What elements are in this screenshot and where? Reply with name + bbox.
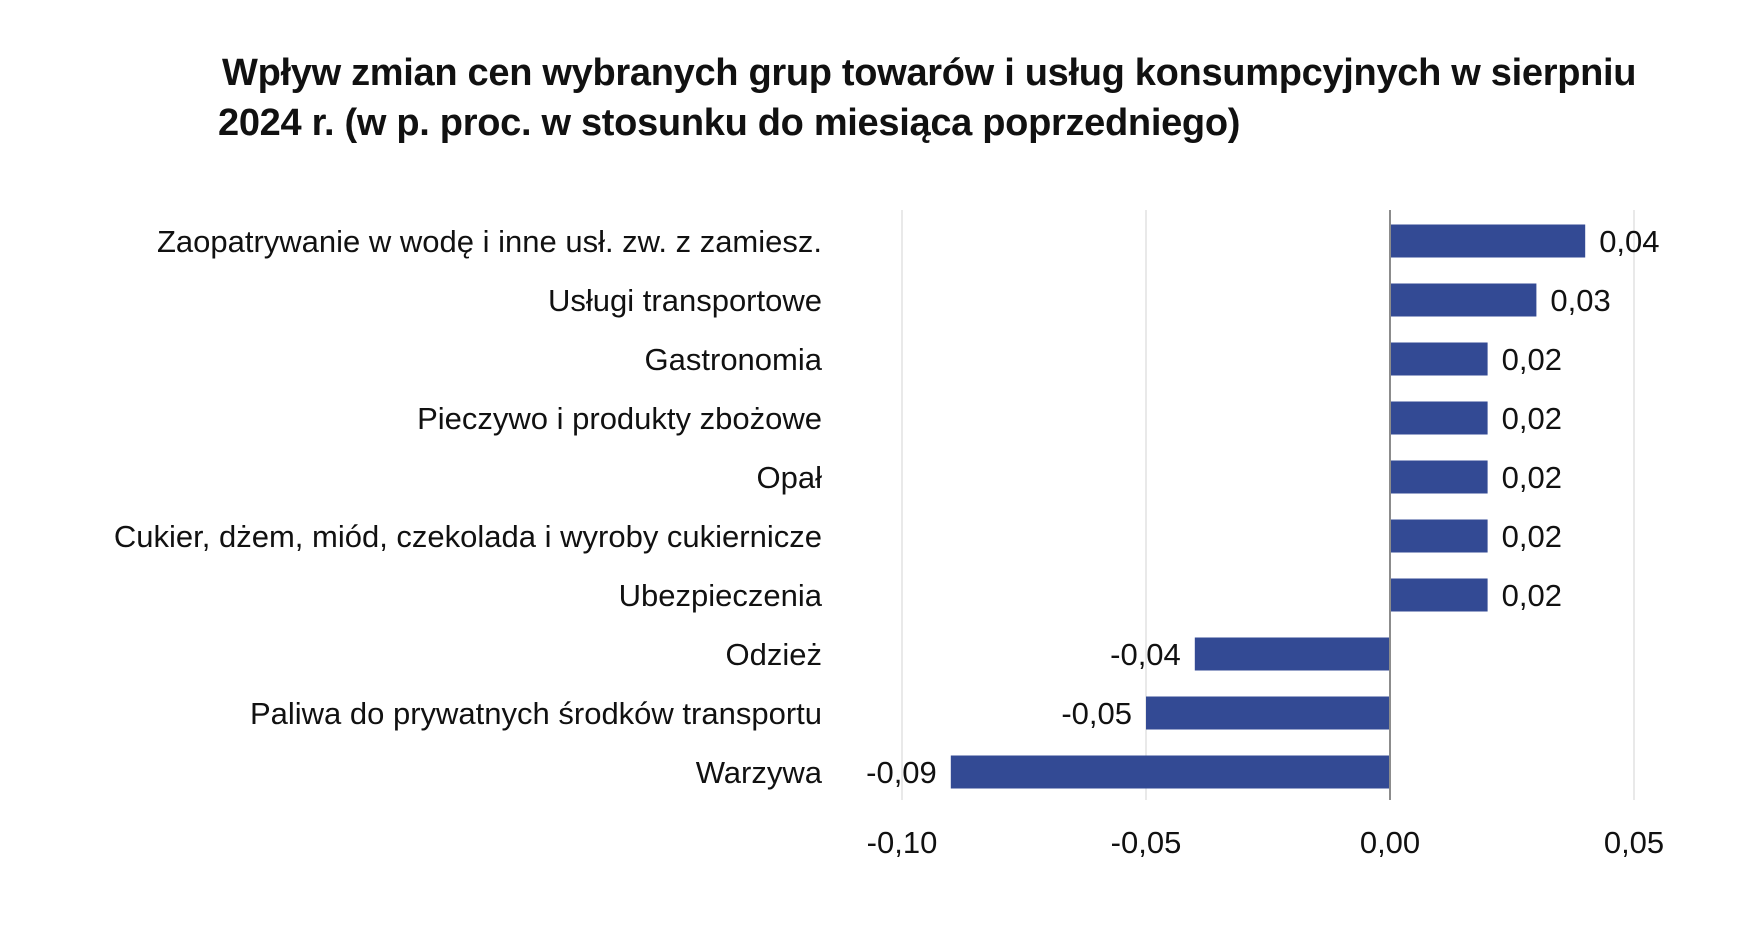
category-label: Gastronomia	[645, 342, 823, 377]
category-label: Cukier, dżem, miód, czekolada i wyroby c…	[114, 519, 822, 554]
category-label: Opał	[757, 460, 823, 495]
bar	[1390, 460, 1488, 494]
x-tick-label: 0,05	[1604, 825, 1664, 860]
bar	[950, 755, 1390, 789]
category-label: Warzywa	[696, 755, 823, 790]
category-label: Paliwa do prywatnych środków transportu	[250, 696, 822, 731]
x-tick-label: 0,00	[1360, 825, 1420, 860]
category-label: Usługi transportowe	[548, 283, 822, 318]
bar	[1390, 519, 1488, 553]
labels: -0,10 -0,05 0,00 0,05 Zaopatrywanie w wodę i…	[114, 224, 1664, 860]
chart-title-line-1: Wpływ zmian cen wybranych grup towarów i…	[222, 52, 1637, 94]
category-label: Ubezpieczenia	[619, 578, 823, 613]
chart-title: Wpływ zmian cen wybranych grup towarów i…	[218, 48, 1662, 148]
bar	[1390, 401, 1488, 435]
bar	[1390, 342, 1488, 376]
data-label: -0,09	[866, 755, 937, 790]
category-label: Zaopatrywanie w wodę i inne usł. zw. z z…	[157, 224, 822, 259]
bar	[1390, 224, 1586, 258]
bar	[1146, 696, 1390, 730]
chart-title-line-2: 2024 r. (w p. proc. w stosunku do miesią…	[218, 102, 1241, 144]
bar	[1390, 283, 1537, 317]
data-label: 0,02	[1502, 519, 1562, 554]
x-tick-label: -0,10	[867, 825, 938, 860]
bars	[950, 224, 1586, 789]
data-label: 0,02	[1502, 578, 1562, 613]
data-label: 0,02	[1502, 401, 1562, 436]
bar	[1194, 637, 1390, 671]
data-label: -0,04	[1110, 637, 1181, 672]
data-label: -0,05	[1061, 696, 1132, 731]
data-label: 0,02	[1502, 460, 1562, 495]
x-tick-label: -0,05	[1111, 825, 1182, 860]
data-label: 0,04	[1599, 224, 1659, 259]
data-label: 0,03	[1550, 283, 1610, 318]
category-label: Odzież	[726, 637, 822, 672]
bar	[1390, 578, 1488, 612]
category-label: Pieczywo i produkty zbożowe	[417, 401, 822, 436]
data-label: 0,02	[1502, 342, 1562, 377]
